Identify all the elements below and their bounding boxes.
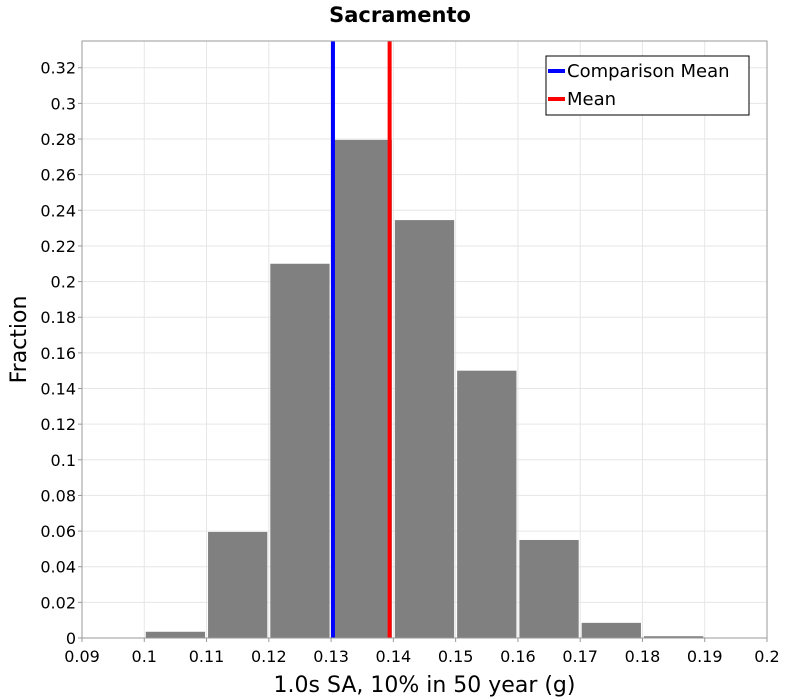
y-axis-label: Fraction [7,296,32,384]
x-axis-label: 1.0s SA, 10% in 50 year (g) [274,673,576,698]
y-tick-label: 0.18 [40,308,76,327]
y-tick-label: 0.02 [40,593,76,612]
x-tick-label: 0.13 [313,647,349,666]
x-tick-label: 0.2 [754,647,779,666]
y-tick-label: 0.2 [51,273,76,292]
y-tick-label: 0.14 [40,380,76,399]
y-tick-label: 0.08 [40,486,76,505]
histogram-bar [394,220,455,638]
bars [145,139,704,638]
histogram-bar [332,139,392,638]
x-tick-label: 0.1 [132,647,157,666]
y-tick-label: 0.1 [51,451,76,470]
legend-box [545,55,750,116]
histogram-bar [457,370,517,638]
histogram-bar [145,631,206,638]
y-tick-label: 0.32 [40,59,76,78]
histogram-bar [643,636,704,638]
y-tick-label: 0.22 [40,237,76,256]
y-tick-label: 0.12 [40,415,76,434]
x-tick-label: 0.09 [64,647,100,666]
x-tick-label: 0.12 [251,647,287,666]
mean-lines [330,41,392,638]
x-tick-label: 0.11 [189,647,225,666]
x-tick-label: 0.19 [687,647,723,666]
histogram-bar [270,263,330,638]
legend-label-mean: Mean [567,89,616,110]
histogram-bar [519,539,579,638]
y-tick-label: 0.16 [40,344,76,363]
x-tick-label: 0.15 [438,647,474,666]
y-tick-label: 0.28 [40,130,76,149]
y-tick-label: 0.04 [40,558,76,577]
x-tick-label: 0.14 [376,647,412,666]
legend: Comparison Mean Mean [545,55,750,116]
x-tick-label: 0.18 [625,647,661,666]
y-tick-label: 0.24 [40,201,76,220]
chart-title: Sacramento [329,3,471,27]
legend-label-comparison-mean: Comparison Mean [567,61,730,82]
histogram-bar [208,531,268,638]
y-tick-label: 0.26 [40,166,76,185]
x-tick-label: 0.16 [500,647,536,666]
plot-frame [81,40,768,639]
y-tick-label: 0.3 [51,94,76,113]
y-axis-ticks: 0 0.02 0.04 0.06 0.08 0.1 0.12 0.14 0.16 0.18 0.2 0… [40,59,82,648]
y-tick-label: 0.06 [40,522,76,541]
y-tick-label: 0 [66,629,76,648]
x-axis-ticks: 0.09 0.1 0.11 0.12 0.13 0.14 0.15 0.16 0.17 0.18 0… [64,638,780,666]
x-tick-label: 0.17 [562,647,598,666]
histogram-bar [581,622,641,638]
